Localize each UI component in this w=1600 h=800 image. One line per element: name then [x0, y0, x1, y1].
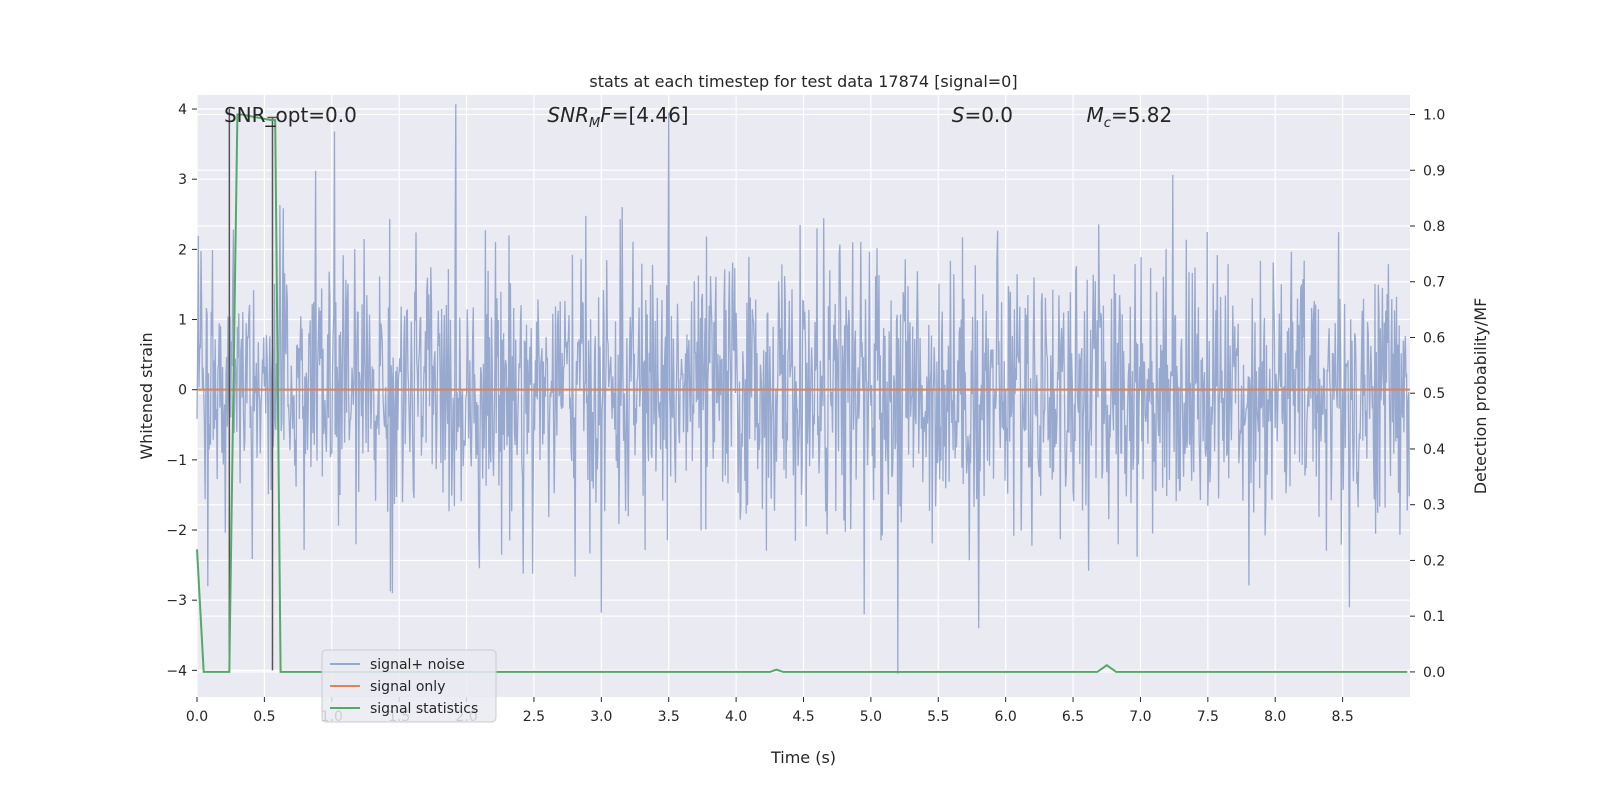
y2-tick-label: 0.6 — [1423, 330, 1445, 346]
x-tick-label: 0.5 — [253, 709, 275, 725]
legend-box — [321, 649, 497, 723]
x-tick-label: 8.5 — [1331, 709, 1353, 725]
annotations: SNR_opt=0.0 SNRMF=[4.46] S=0.0 Mc=5.82 — [224, 103, 1172, 131]
annotation-text: S=0.0 — [952, 103, 1013, 127]
y2-tick-label: 0.7 — [1423, 275, 1445, 291]
y2-tick-label: 1.0 — [1423, 108, 1445, 124]
y2-tick-label: 0.5 — [1423, 386, 1445, 402]
annotation-text: Mc=5.82 — [1087, 103, 1173, 131]
x-tick-label: 2.5 — [523, 709, 545, 725]
x-tick-label: 8.0 — [1264, 709, 1286, 725]
y-tick-label: 2 — [178, 242, 187, 258]
signal-statistics-series — [196, 113, 1408, 673]
x-tick-label: 3.5 — [658, 709, 680, 725]
y2-axis-label: Detection probability/MF — [1471, 298, 1490, 495]
y2-tick-label: 0.9 — [1423, 163, 1445, 179]
x-tick-label: 0.0 — [186, 709, 208, 725]
y2-tick-label: 0.4 — [1423, 442, 1445, 458]
y-tick-label: 3 — [178, 172, 187, 188]
y-tick-label: 0 — [178, 383, 187, 399]
x-tick-label: 6.5 — [1062, 709, 1084, 725]
x-axis-label: Time (s) — [770, 748, 836, 767]
y2-tick-label: 0.0 — [1423, 665, 1445, 681]
marker-segments — [228, 109, 278, 671]
y-tick-label: 1 — [178, 313, 187, 329]
legend-label: signal statistics — [370, 701, 478, 717]
y-tick-label: −2 — [166, 523, 187, 539]
y-tick-label: 4 — [178, 102, 187, 118]
y-tick-label: −1 — [166, 453, 187, 469]
x-tick-label: 5.0 — [860, 709, 882, 725]
y-axis-label: Whitened strain — [137, 332, 156, 459]
x-tick-label: 7.0 — [1129, 709, 1151, 725]
legend-items: signal+ noise signal only signal statistic… — [330, 657, 478, 717]
legend-label: signal only — [370, 679, 445, 695]
chart-title: stats at each timestep for test data 178… — [589, 72, 1017, 91]
y2-axis-ticks: 1.0 0.9 0.8 0.7 0.6 0.5 0.4 0.3 0.2 0.1 0.0 — [1410, 108, 1445, 681]
y2-tick-label: 0.1 — [1423, 609, 1445, 625]
x-tick-label: 6.0 — [995, 709, 1017, 725]
signal-noise-line — [196, 104, 1410, 674]
y2-tick-label: 0.8 — [1423, 219, 1445, 235]
x-tick-label: 4.0 — [725, 709, 747, 725]
y-tick-label: −4 — [166, 663, 187, 679]
x-tick-label: 4.5 — [792, 709, 814, 725]
x-tick-label: 7.5 — [1197, 709, 1219, 725]
annotation-text: SNRMF=[4.46] — [547, 103, 688, 131]
x-tick-label: 5.5 — [927, 709, 949, 725]
legend: signal+ noise signal only signal statistic… — [321, 649, 497, 723]
y-tick-label: −3 — [166, 593, 187, 609]
x-tick-label: 3.0 — [590, 709, 612, 725]
annotation-text: SNR_opt=0.0 — [224, 103, 357, 127]
y-axis-ticks: 4 3 2 1 0 −1 −2 −3 −4 — [166, 102, 197, 679]
y2-tick-label: 0.2 — [1423, 553, 1445, 569]
signal-statistics-line — [196, 113, 1408, 673]
y2-tick-label: 0.3 — [1423, 498, 1445, 514]
signal-noise-series — [196, 104, 1410, 674]
legend-label: signal+ noise — [370, 657, 465, 673]
